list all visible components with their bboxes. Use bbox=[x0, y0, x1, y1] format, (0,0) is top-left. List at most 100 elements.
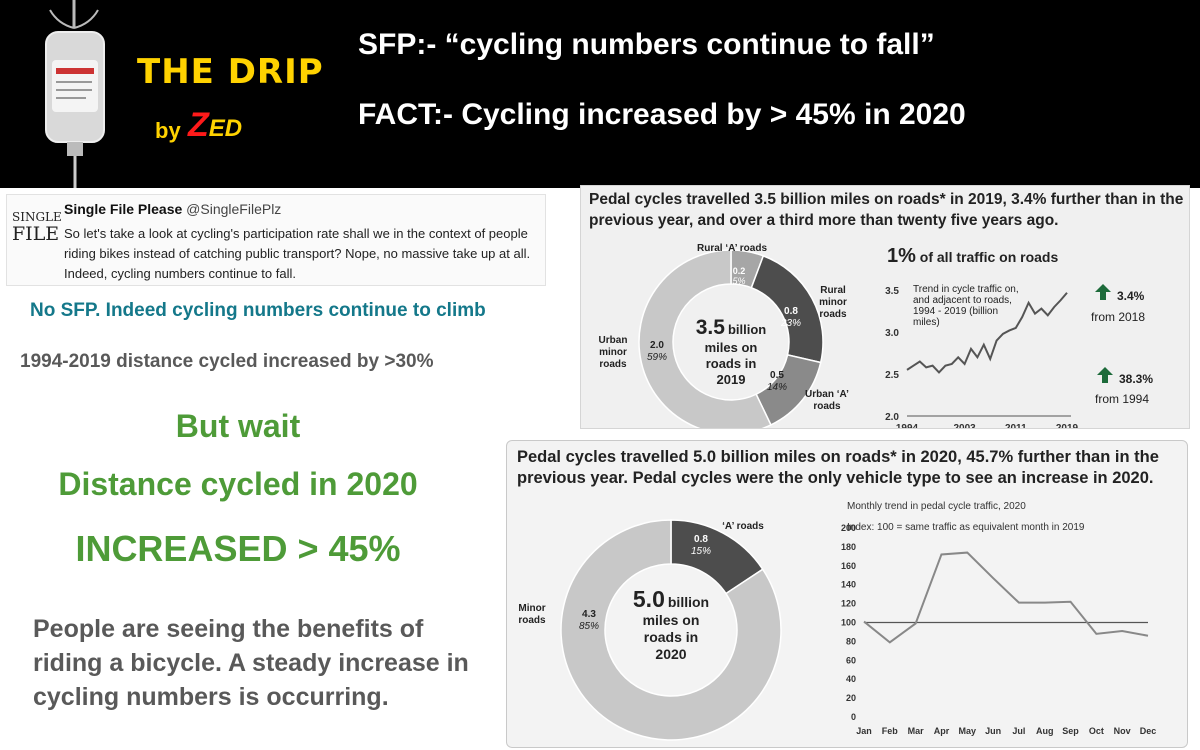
panel-2019-chart: 3.5 billion miles on roads in 2019 Rural … bbox=[599, 243, 1153, 428]
callout-1994-value: 38.3% bbox=[1119, 372, 1153, 386]
value-urban-a: 0.5 bbox=[770, 370, 784, 381]
callout-2018: 3.4% from 2018 bbox=[1091, 284, 1145, 324]
but-wait-heading: But wait bbox=[175, 408, 301, 444]
headline-1pct: 1% bbox=[887, 245, 916, 267]
label-urban-minor-1: Urban bbox=[599, 335, 628, 346]
trend-xtick-2: 2011 bbox=[1005, 423, 1027, 428]
tweet-text: So let's take a look at cycling's partic… bbox=[64, 226, 531, 281]
logo-title: THE DRIP bbox=[137, 52, 324, 92]
center-2020-line2: roads in bbox=[644, 629, 698, 645]
pct-minor-roads: 85% bbox=[579, 621, 599, 632]
headline-rest: of all traffic on roads bbox=[916, 249, 1059, 265]
label-urban-minor-3: roads bbox=[599, 359, 627, 370]
monthly-ytick-2: 40 bbox=[846, 674, 856, 684]
monthly-xtick-1: Feb bbox=[882, 726, 899, 736]
monthly-ytick-8: 160 bbox=[841, 561, 856, 571]
donut-2020 bbox=[560, 519, 782, 741]
sfp-claim: SFP:- “cycling numbers continue to fall” bbox=[358, 28, 935, 61]
monthly-xtick-6: Jul bbox=[1012, 726, 1025, 736]
trend-2019-text: 1% of all traffic on roads Trend in cycl… bbox=[887, 245, 1058, 328]
tweet-author: Single File Please @SingleFilePlz bbox=[64, 201, 281, 217]
conclusion-text: People are seeing the benefits of riding… bbox=[33, 615, 469, 711]
trend-note-2: and adjacent to roads, bbox=[913, 295, 1012, 306]
trend-xtick-1: 2003 bbox=[953, 423, 976, 428]
trend-xtick-0: 1994 bbox=[896, 423, 919, 428]
center-2020-line3: 2020 bbox=[655, 646, 686, 662]
center-2019-line1: miles on bbox=[705, 340, 758, 355]
trend-2019-chart: 2.0 2.5 3.0 3.5 1994 2003 2011 2019 bbox=[885, 286, 1078, 428]
donut-slice-1 bbox=[560, 519, 782, 741]
monthly-ytick-9: 180 bbox=[841, 542, 856, 552]
center-2019-unit: billion bbox=[728, 322, 766, 337]
label-urban-a-1: Urban ‘A’ bbox=[805, 389, 849, 400]
pct-rural-a: 5% bbox=[732, 276, 745, 286]
increased-heading: INCREASED > 45% bbox=[75, 528, 401, 569]
label-rural-minor-2: minor bbox=[819, 297, 847, 308]
monthly-xtick-0: Jan bbox=[856, 726, 872, 736]
trend-ytick-3: 3.5 bbox=[885, 286, 899, 297]
monthly-ytick-7: 140 bbox=[841, 580, 856, 590]
since-1994-note: 1994-2019 distance cycled increased by >… bbox=[20, 351, 434, 372]
monthly-xtick-10: Nov bbox=[1114, 726, 1131, 736]
value-urban-minor: 2.0 bbox=[650, 340, 664, 351]
value-rural-minor: 0.8 bbox=[784, 306, 798, 317]
monthly-xtick-11: Dec bbox=[1140, 726, 1157, 736]
pct-urban-a: 14% bbox=[767, 382, 787, 393]
center-2020-unit: billion bbox=[668, 594, 709, 610]
up-arrow-icon bbox=[1095, 284, 1111, 300]
panel-2019-title: Pedal cycles travelled 3.5 billion miles… bbox=[589, 191, 1184, 229]
trend-note-3: 1994 - 2019 (billion bbox=[913, 306, 998, 317]
callout-1994-label: from 1994 bbox=[1095, 392, 1149, 406]
panel-2020: Pedal cycles travelled 5.0 billion miles… bbox=[506, 440, 1188, 748]
label-minor-roads-1: Minor bbox=[518, 603, 545, 614]
monthly-xtick-2: Mar bbox=[908, 726, 925, 736]
center-2019-big: 3.5 bbox=[696, 316, 726, 339]
logo-zed: ZED bbox=[188, 106, 242, 145]
logo-ed: ED bbox=[208, 115, 243, 142]
label-rural-a: Rural ‘A’ roads bbox=[697, 243, 767, 254]
pct-a-roads: 15% bbox=[691, 546, 711, 557]
pct-rural-minor: 23% bbox=[780, 318, 801, 329]
logo-by: by bbox=[155, 118, 181, 143]
label-rural-minor-1: Rural bbox=[820, 285, 846, 296]
monthly-ytick-0: 0 bbox=[851, 712, 856, 722]
panel-2020-chart: 5.0 billion miles on roads in 2020 ‘A’ ro… bbox=[518, 501, 1157, 741]
iv-drip-bag-icon bbox=[45, 0, 105, 188]
trend-ytick-1: 2.5 bbox=[885, 370, 899, 381]
donut-2020-labels: ‘A’ roads 0.8 15% Minor roads 4.3 85% bbox=[518, 521, 764, 632]
pct-urban-minor: 59% bbox=[647, 352, 667, 363]
monthly-subtitle: Index: 100 = same traffic as equivalent … bbox=[847, 522, 1085, 533]
monthly-xtick-3: Apr bbox=[934, 726, 950, 736]
panel-2019: Pedal cycles travelled 3.5 billion miles… bbox=[580, 185, 1190, 429]
monthly-xtick-5: Jun bbox=[985, 726, 1001, 736]
monthly-xtick-9: Oct bbox=[1089, 726, 1104, 736]
callout-1994: 38.3% from 1994 bbox=[1095, 367, 1153, 406]
callout-2018-label: from 2018 bbox=[1091, 310, 1145, 324]
tweet-display-name: Single File Please bbox=[64, 201, 183, 217]
banner: THE DRIP by ZED SFP:- “cycling numbers c… bbox=[0, 0, 1200, 188]
distance-2020-heading: Distance cycled in 2020 bbox=[58, 466, 418, 502]
monthly-ytick-3: 60 bbox=[846, 655, 856, 665]
trend-ytick-0: 2.0 bbox=[885, 412, 899, 423]
trend-note-1: Trend in cycle traffic on, bbox=[913, 284, 1019, 295]
label-rural-minor-3: roads bbox=[819, 309, 847, 320]
trend-series-line bbox=[906, 292, 1068, 374]
donut-2019-labels: Rural ‘A’ roads 0.2 5% Rural minor roads… bbox=[599, 243, 850, 412]
monthly-ytick-6: 120 bbox=[841, 599, 856, 609]
svg-text:1% of all traffic on roads: 1% of all traffic on roads bbox=[887, 245, 1058, 267]
monthly-ytick-10: 200 bbox=[841, 523, 856, 533]
monthly-xtick-7: Aug bbox=[1036, 726, 1054, 736]
up-arrow-icon bbox=[1097, 367, 1113, 383]
monthly-title: Monthly trend in pedal cycle traffic, 20… bbox=[847, 501, 1026, 512]
center-2019-line3: 2019 bbox=[717, 372, 746, 387]
monthly-xtick-8: Sep bbox=[1062, 726, 1079, 736]
center-2020-line1: miles on bbox=[643, 612, 700, 628]
donut-2019 bbox=[638, 249, 824, 428]
label-minor-roads-2: roads bbox=[518, 615, 546, 626]
donut-slice-3 bbox=[638, 249, 772, 428]
callout-2018-value: 3.4% bbox=[1117, 289, 1145, 303]
value-minor-roads: 4.3 bbox=[582, 609, 596, 620]
label-urban-minor-2: minor bbox=[599, 347, 627, 358]
